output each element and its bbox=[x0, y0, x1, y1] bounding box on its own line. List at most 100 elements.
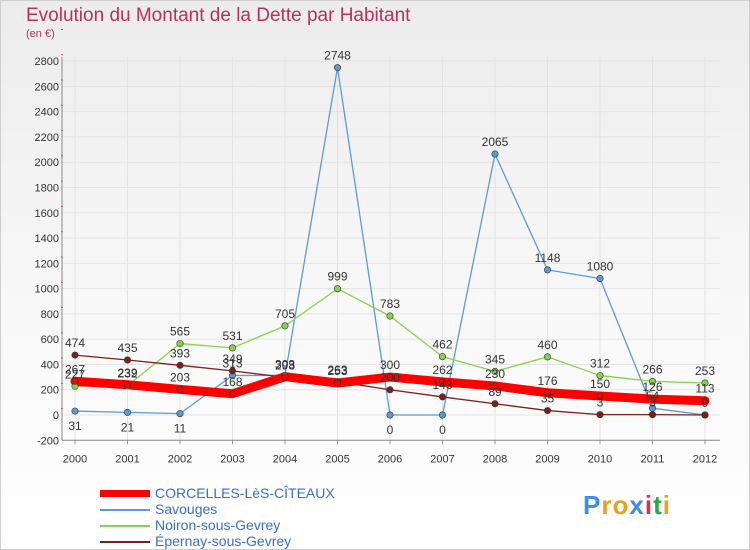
y-tick-label: -200 bbox=[37, 435, 59, 447]
data-point-noiron bbox=[386, 312, 394, 320]
data-point-savouges bbox=[71, 407, 79, 415]
data-label-corcelles: 303 bbox=[275, 358, 295, 372]
data-point-epernay bbox=[596, 411, 604, 419]
y-tick-label: 2400 bbox=[35, 107, 59, 119]
data-point-savouges bbox=[386, 411, 394, 419]
data-label-epernay: 474 bbox=[65, 336, 85, 350]
data-label-savouges: 2065 bbox=[482, 135, 509, 149]
data-label-corcelles: 176 bbox=[537, 374, 557, 388]
legend-item-epernay: Épernay-sous-Gevrey bbox=[100, 533, 420, 550]
chart-subtitle: (en €) bbox=[26, 28, 55, 40]
data-label-savouges: 0 bbox=[387, 423, 394, 437]
data-label-noiron: 462 bbox=[432, 338, 452, 352]
logo-letter: r bbox=[601, 490, 613, 520]
data-label-savouges: 1148 bbox=[535, 251, 561, 265]
data-label-savouges: 1080 bbox=[587, 259, 614, 273]
y-tick-label: 2600 bbox=[35, 81, 59, 93]
data-point-noiron bbox=[543, 353, 551, 361]
y-tick-label: 1200 bbox=[35, 258, 59, 270]
data-point-epernay bbox=[229, 367, 237, 375]
data-label-corcelles: 262 bbox=[432, 363, 452, 377]
chart-title: Evolution du Montant de la Dette par Hab… bbox=[26, 5, 411, 26]
logo-letter: t bbox=[653, 490, 663, 520]
data-label-corcelles: 150 bbox=[590, 377, 610, 391]
data-point-noiron bbox=[438, 353, 446, 361]
y-tick-label: 1400 bbox=[35, 233, 59, 245]
x-tick-label: 2008 bbox=[483, 453, 507, 465]
y-tick-label: 2000 bbox=[35, 157, 59, 169]
y-tick-label: 0 bbox=[53, 410, 59, 422]
data-label-epernay: 3 bbox=[597, 396, 604, 410]
data-point-corcelles bbox=[386, 373, 394, 381]
legend-label-corcelles: CORCELLES-LèS-CÎTEAUX bbox=[155, 485, 335, 501]
data-point-savouges bbox=[491, 150, 499, 158]
data-label-epernay: 435 bbox=[117, 341, 137, 355]
data-label-noiron: 312 bbox=[590, 357, 610, 371]
data-label-savouges: 11 bbox=[174, 422, 187, 436]
y-tick-label: 800 bbox=[41, 309, 59, 321]
proxiti-logo: Proxiti bbox=[583, 490, 671, 521]
x-tick-label: 2011 bbox=[641, 453, 665, 465]
data-point-epernay bbox=[438, 393, 446, 401]
data-label-corcelles: 239 bbox=[117, 366, 137, 380]
logo-letter: i bbox=[644, 490, 654, 520]
data-label-savouges: 313 bbox=[222, 356, 242, 370]
data-point-noiron bbox=[333, 285, 341, 293]
data-label-corcelles: 113 bbox=[695, 382, 714, 396]
data-point-corcelles bbox=[543, 389, 551, 397]
data-point-epernay bbox=[386, 386, 394, 394]
y-tick-label: 200 bbox=[41, 385, 59, 397]
logo-letter: i bbox=[662, 490, 671, 520]
data-label-noiron: 783 bbox=[380, 297, 400, 311]
logo-letter: x bbox=[629, 490, 645, 520]
x-tick-label: 2009 bbox=[535, 453, 559, 465]
x-tick-label: 2005 bbox=[325, 453, 349, 465]
y-tick-label: 2800 bbox=[35, 56, 59, 68]
data-label-noiron: 999 bbox=[327, 270, 347, 284]
data-label-savouges: 31 bbox=[68, 419, 82, 433]
legend-swatch-noiron bbox=[100, 525, 150, 527]
data-label-corcelles: 267 bbox=[65, 362, 85, 376]
data-label-epernay: 200 bbox=[380, 371, 400, 385]
data-point-epernay bbox=[176, 361, 184, 369]
data-point-epernay bbox=[648, 411, 656, 419]
data-point-noiron bbox=[229, 344, 237, 352]
x-tick-label: 2007 bbox=[430, 453, 454, 465]
data-label-corcelles: 203 bbox=[170, 370, 190, 384]
data-point-savouges bbox=[543, 266, 551, 274]
data-label-noiron: 345 bbox=[485, 352, 505, 366]
data-label-savouges: 0 bbox=[439, 423, 446, 437]
data-point-noiron bbox=[281, 322, 289, 330]
data-label-noiron: 227 bbox=[65, 367, 85, 381]
data-label-epernay: 0 bbox=[702, 396, 709, 410]
data-point-corcelles bbox=[438, 378, 446, 386]
data-point-savouges bbox=[124, 408, 132, 416]
data-point-corcelles bbox=[648, 395, 656, 403]
data-point-epernay bbox=[71, 351, 79, 359]
data-point-corcelles bbox=[491, 382, 499, 390]
data-point-savouges bbox=[176, 410, 184, 418]
data-label-savouges: 54 bbox=[646, 389, 660, 403]
data-point-corcelles bbox=[229, 390, 237, 398]
data-label-corcelles: 168 bbox=[222, 375, 242, 389]
data-label-epernay: 143 bbox=[432, 378, 452, 392]
data-point-epernay bbox=[124, 356, 132, 364]
legend-swatch-epernay bbox=[100, 541, 150, 543]
data-point-noiron bbox=[701, 379, 709, 387]
logo-letter: o bbox=[612, 490, 630, 520]
data-label-corcelles: 253 bbox=[327, 364, 347, 378]
data-point-epernay bbox=[701, 411, 709, 419]
data-point-epernay bbox=[543, 407, 551, 415]
data-point-corcelles bbox=[596, 392, 604, 400]
data-point-noiron bbox=[596, 372, 604, 380]
data-label-epernay: 349 bbox=[222, 352, 242, 366]
data-label-epernay: 298 bbox=[275, 358, 295, 372]
x-tick-label: 2001 bbox=[115, 453, 139, 465]
data-point-savouges bbox=[596, 274, 604, 282]
data-point-corcelles bbox=[281, 373, 289, 381]
legend-label-savouges: Savouges bbox=[155, 501, 218, 517]
data-label-corcelles: 300 bbox=[380, 358, 400, 372]
data-label-corcelles: 126 bbox=[642, 380, 662, 394]
